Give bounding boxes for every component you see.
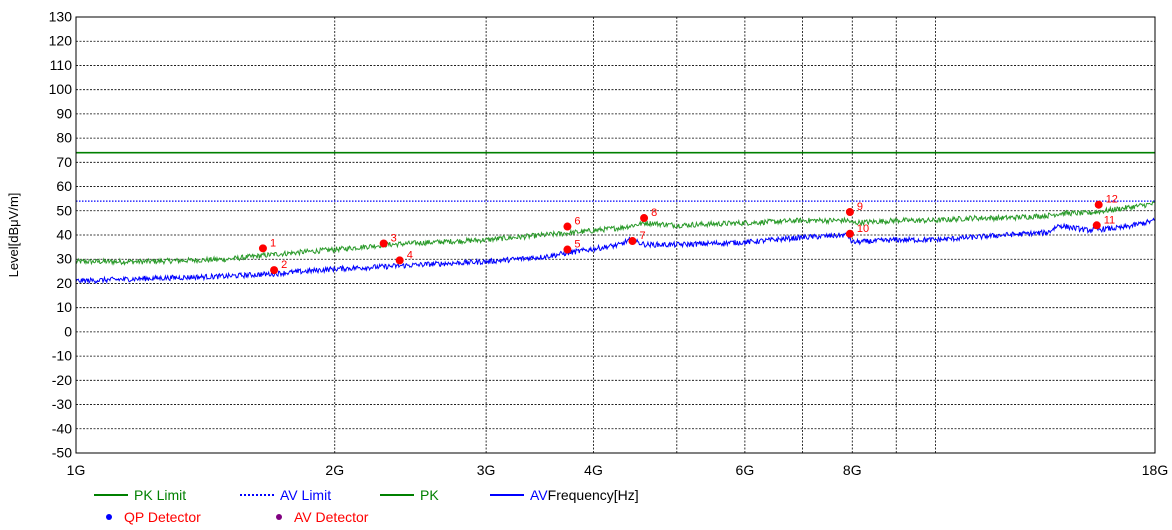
marker-point xyxy=(258,244,267,253)
x-tick-label: 4G xyxy=(584,462,603,478)
x-tick-label: 8G xyxy=(843,462,862,478)
legend-label: PK xyxy=(420,487,439,503)
plot-frame xyxy=(75,16,1156,454)
y-tick-label: -10 xyxy=(52,348,72,364)
legend-line-swatch xyxy=(380,494,414,496)
legend-line-swatch xyxy=(240,494,274,496)
marker-point xyxy=(379,239,388,248)
series-group xyxy=(75,151,1156,285)
legend-line-swatch xyxy=(94,494,128,496)
y-tick-label: 70 xyxy=(56,154,72,170)
marker-label: 6 xyxy=(574,216,580,228)
legend-item: AV Detector xyxy=(260,509,368,525)
legend-item: PK xyxy=(380,487,439,503)
y-tick-label: -20 xyxy=(52,372,72,388)
y-tick-label: 30 xyxy=(56,251,72,267)
x-tick-label: 6G xyxy=(736,462,755,478)
legend-label: AV xyxy=(530,487,548,503)
marker-label: 5 xyxy=(574,239,580,251)
y-tick-label: -50 xyxy=(52,445,72,461)
series-pk xyxy=(75,200,1156,266)
marker-point xyxy=(1092,221,1101,230)
marker-label: 2 xyxy=(281,259,287,271)
legend-item: AV Limit xyxy=(240,487,331,503)
legend-item: PK Limit xyxy=(94,487,186,503)
legend-label: PK Limit xyxy=(134,487,187,503)
y-tick-label: 40 xyxy=(56,227,72,243)
y-tick-label: 10 xyxy=(56,299,72,315)
y-tick-label: 110 xyxy=(50,57,73,73)
marker-point xyxy=(845,229,854,238)
marker-point xyxy=(845,207,854,216)
marker-point xyxy=(1094,200,1103,209)
x-tick-label: 2G xyxy=(325,462,344,478)
legend-label: AV Detector xyxy=(294,509,369,525)
x-tick-label: 18G xyxy=(1142,462,1168,478)
legend-label: QP Detector xyxy=(124,509,201,525)
marker-label: 10 xyxy=(857,223,869,235)
y-tick-label: 130 xyxy=(49,9,73,25)
y-tick-label: 50 xyxy=(56,202,72,218)
y-tick-label: 120 xyxy=(49,33,73,49)
legend-item: AV Frequency[Hz] xyxy=(490,487,639,503)
y-tick-label: 60 xyxy=(56,178,72,194)
marker-label: 4 xyxy=(407,249,413,261)
marker-label: 8 xyxy=(651,207,657,219)
marker-label: 12 xyxy=(1106,194,1118,206)
x-tick-label: 3G xyxy=(477,462,496,478)
y-tick-label: 80 xyxy=(56,130,72,146)
marker-point xyxy=(270,266,279,275)
legend-label: AV Limit xyxy=(280,487,332,503)
series-av xyxy=(75,217,1156,285)
marker-point xyxy=(395,256,404,265)
x-tick-label: 1G xyxy=(67,462,86,478)
legend-item: QP Detector xyxy=(90,509,201,525)
legend-dot-swatch xyxy=(276,514,282,520)
marker-label: 3 xyxy=(391,232,397,244)
marker-label: 11 xyxy=(1104,214,1115,226)
y-tick-label: 90 xyxy=(56,105,72,121)
axes: 1301201101009080706050403020100-10-20-30… xyxy=(49,9,1169,479)
marker-point xyxy=(628,237,637,246)
marker-point xyxy=(640,214,649,223)
marker-point xyxy=(563,222,572,231)
marker-point xyxy=(563,245,572,254)
x-axis-label: Frequency[Hz] xyxy=(547,487,639,503)
y-tick-label: -30 xyxy=(52,396,72,412)
y-tick-label: -40 xyxy=(52,420,72,436)
y-tick-label: 0 xyxy=(64,323,72,339)
legend-dot-swatch xyxy=(106,514,112,520)
grid xyxy=(76,16,1155,454)
legend-line-swatch xyxy=(490,494,524,496)
y-tick-label: 100 xyxy=(49,81,73,97)
marker-label: 9 xyxy=(857,201,863,213)
marker-label: 7 xyxy=(639,230,645,242)
y-tick-label: 20 xyxy=(56,275,72,291)
marker-label: 1 xyxy=(270,237,276,249)
y-axis-label: Level[dBμV/m] xyxy=(6,193,21,278)
